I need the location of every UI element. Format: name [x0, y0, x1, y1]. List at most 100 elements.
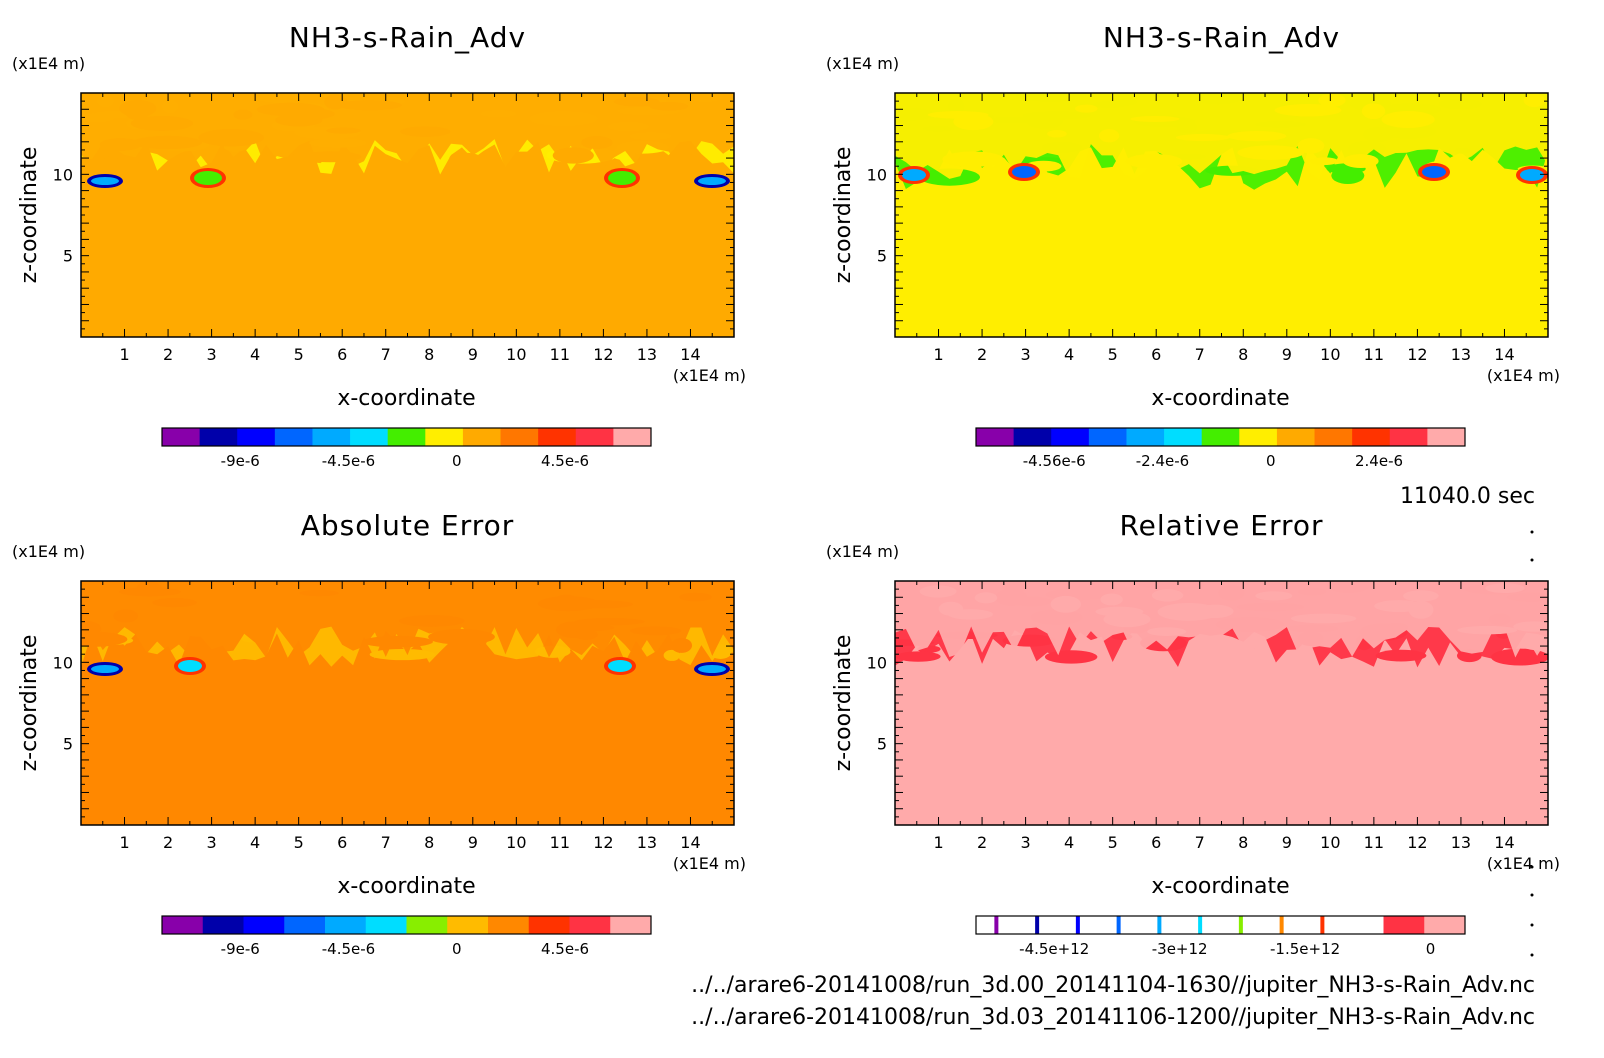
x-tick-label: 6: [337, 833, 347, 852]
y-unit-label: (x1E4 m): [12, 542, 85, 561]
y-tick-label: 5: [877, 735, 887, 754]
chart-panel-3: Absolute Error(x1E4 m)1 2 3 4 5 6 7 8 9 10 11 12 13 1…: [12, 509, 746, 958]
colorbar-swatch: [1126, 428, 1165, 446]
colorbar-swatch: [202, 916, 244, 934]
colorbar-swatch: [1427, 428, 1466, 446]
colorbar-swatch: [387, 428, 426, 446]
x-tick-label: 14: [1494, 345, 1514, 364]
x-unit-label: (x1E4 m): [673, 854, 746, 873]
x-tick-label: 11: [1364, 833, 1384, 852]
colorbar-frame: [975, 427, 1466, 447]
colorbar-swatch: [1051, 428, 1090, 446]
colorbar-swatch: [312, 428, 351, 446]
x-tick-label: 10: [1320, 833, 1340, 852]
x-tick-label: 10: [1320, 345, 1340, 364]
x-tick-label: 12: [1407, 345, 1427, 364]
colorbar-label: -9e-6: [221, 940, 260, 958]
colorbar-label: -3e+12: [1152, 940, 1208, 958]
x-unit-label: (x1E4 m): [673, 366, 746, 385]
colorbar-swatch: [500, 428, 539, 446]
y-axis-label: z-coordinate: [17, 635, 42, 772]
colorbar-label: 4.5e-6: [541, 452, 589, 470]
x-tick-label: 4: [1064, 345, 1074, 364]
x-tick-label: 2: [163, 833, 173, 852]
colorbar-swatch: [528, 916, 570, 934]
colorbar-label: -4.5e-6: [322, 940, 375, 958]
colorbar-label: -4.56e-6: [1023, 452, 1086, 470]
x-tick-label: 4: [1064, 833, 1074, 852]
x-axis-label: x-coordinate: [337, 874, 475, 899]
colorbar-swatch: [162, 428, 201, 446]
colorbar-swatch: [1013, 428, 1052, 446]
x-tick-label: 3: [1021, 345, 1031, 364]
y-unit-label: (x1E4 m): [826, 542, 899, 561]
colorbar-stripe: [1198, 916, 1203, 934]
chart-title: Absolute Error: [301, 509, 515, 542]
colorbar-label: 0: [452, 452, 462, 470]
chart-title: NH3-s-Rain_Adv: [1103, 21, 1340, 54]
colorbar-swatch: [237, 428, 276, 446]
colorbar-swatch: [538, 428, 577, 446]
x-tick-label: 9: [1282, 833, 1292, 852]
colorbar-swatch: [575, 428, 614, 446]
colorbar-label: 4.5e-6: [541, 940, 589, 958]
colorbar-swatch: [425, 428, 464, 446]
x-tick-label: 14: [680, 833, 700, 852]
colorbar-label: -4.5e+12: [1019, 940, 1089, 958]
colorbar-swatch: [1201, 428, 1240, 446]
x-tick-label: 6: [1151, 833, 1161, 852]
heatmap-features: [81, 581, 734, 676]
y-unit-label: (x1E4 m): [826, 54, 899, 73]
x-tick-label: 2: [977, 345, 987, 364]
colorbar-stripe: [1320, 916, 1325, 934]
x-tick-label: 7: [1195, 345, 1205, 364]
x-tick-label: 8: [424, 345, 434, 364]
colorbar-frame: [161, 915, 652, 935]
heatmap-features: [81, 93, 734, 188]
x-tick-label: 8: [424, 833, 434, 852]
time-label: 11040.0 sec: [1400, 484, 1535, 509]
y-tick-label: 10: [53, 653, 73, 672]
y-unit-label: (x1E4 m): [12, 54, 85, 73]
heatmap-features: [895, 93, 1548, 190]
colorbar-stripe: [1279, 916, 1284, 934]
chart-panel-1: NH3-s-Rain_Adv(x1E4 m)1 2 3 4 5 6 7 8 9 10 11 12 13 1…: [12, 21, 746, 470]
y-axis-label: z-coordinate: [17, 147, 42, 284]
colorbar-label: -9e-6: [221, 452, 260, 470]
x-tick-label: 10: [506, 345, 526, 364]
x-tick-label: 6: [337, 345, 347, 364]
colorbar-swatch: [610, 916, 652, 934]
x-tick-label: 3: [1021, 833, 1031, 852]
colorbar-swatch: [976, 428, 1015, 446]
x-tick-label: 3: [207, 345, 217, 364]
colorbar-label: 2.4e-6: [1355, 452, 1403, 470]
colorbar-frame: [161, 427, 652, 447]
colorbar-label: 0: [1266, 452, 1276, 470]
x-tick-label: 5: [1108, 345, 1118, 364]
colorbar-stripe: [1157, 916, 1162, 934]
colorbar-stripe: [1075, 916, 1080, 934]
x-tick-label: 14: [680, 345, 700, 364]
colorbar-swatch: [1342, 916, 1384, 934]
x-tick-label: 13: [1451, 345, 1471, 364]
colorbar-swatch: [350, 428, 389, 446]
x-tick-label: 1: [119, 833, 129, 852]
chart-title: NH3-s-Rain_Adv: [289, 21, 526, 54]
x-tick-label: 7: [1195, 833, 1205, 852]
x-tick-label: 11: [1364, 345, 1384, 364]
chart-panel-2: NH3-s-Rain_Adv(x1E4 m)1 2 3 4 5 6 7 8 9 10 11 12 13 1…: [826, 21, 1560, 470]
x-tick-label: 2: [977, 833, 987, 852]
colorbar-frame: [975, 915, 1466, 935]
colorbar-stripe: [1238, 916, 1243, 934]
y-tick-label: 5: [63, 735, 73, 754]
x-tick-label: 6: [1151, 345, 1161, 364]
footer-path-2: ../../arare6-20141008/run_3d.03_20141106…: [691, 1005, 1535, 1030]
x-axis-label: x-coordinate: [1151, 874, 1289, 899]
x-axis-label: x-coordinate: [1151, 386, 1289, 411]
x-tick-label: 14: [1494, 833, 1514, 852]
x-tick-label: 1: [933, 345, 943, 364]
x-tick-label: 9: [1282, 345, 1292, 364]
colorbar-swatch: [1383, 916, 1425, 934]
colorbar-swatch: [1352, 428, 1391, 446]
